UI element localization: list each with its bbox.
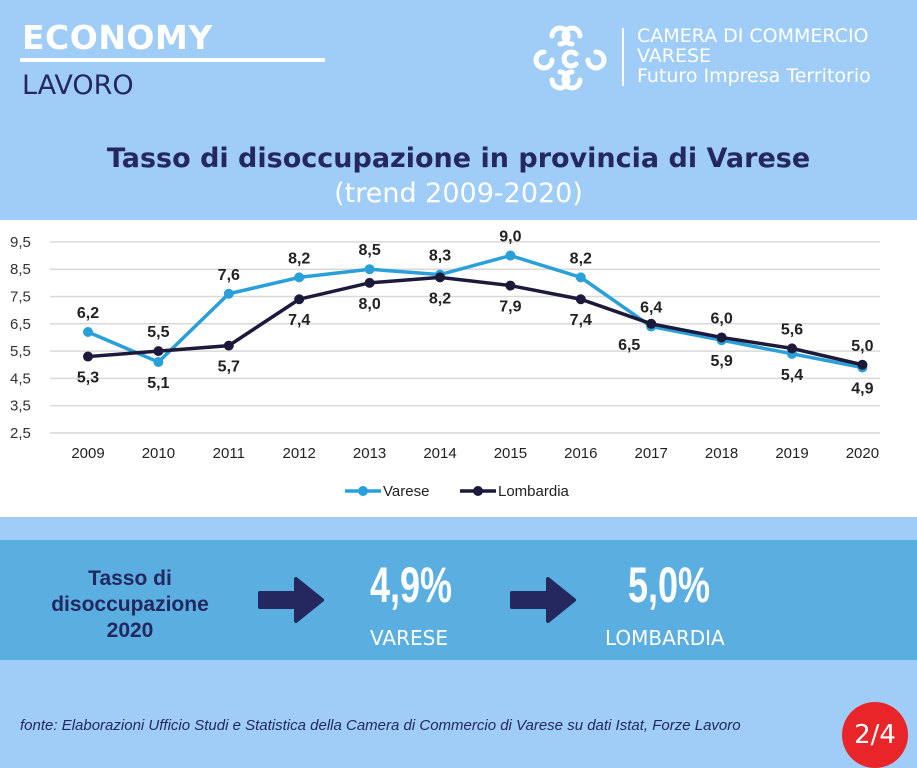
- organization-name: CAMERA DI COMMERCIO VARESE Futuro Impres…: [637, 26, 871, 86]
- org-tagline: Futuro Impresa Territorio: [637, 65, 871, 87]
- data-label: 8,5: [358, 242, 380, 259]
- x-tick-label: 2013: [353, 445, 386, 462]
- chart-subtitle: (trend 2009-2020): [334, 178, 583, 209]
- series-line-varese: [87, 253, 863, 370]
- x-tick-label: 2019: [775, 445, 808, 462]
- arrow-right-icon: [510, 577, 576, 623]
- arrow-right-icon: [258, 577, 324, 623]
- data-point: [716, 332, 727, 343]
- y-tick-label: 6,5: [10, 316, 31, 333]
- chamber-logo-icon: [533, 25, 607, 91]
- legend-marker: [358, 486, 368, 496]
- y-tick-label: 3,5: [10, 398, 31, 415]
- data-label: 9,0: [499, 229, 521, 246]
- data-point: [223, 288, 234, 299]
- org-line: CAMERA DI COMMERCIO: [637, 25, 869, 47]
- data-label: 7,9: [499, 299, 521, 316]
- data-point: [857, 359, 868, 370]
- data-point: [364, 264, 375, 275]
- data-label: 6,4: [640, 300, 662, 317]
- data-label: 5,4: [781, 367, 803, 384]
- page-indicator: 2/4: [842, 702, 908, 768]
- x-tick-label: 2018: [705, 445, 738, 462]
- subsection-title: LAVORO: [22, 70, 134, 101]
- data-label: 5,0: [851, 338, 873, 355]
- data-point: [435, 272, 445, 283]
- data-point: [787, 343, 797, 354]
- data-point: [364, 277, 375, 288]
- y-tick-label: 5,5: [10, 343, 31, 360]
- data-label: 6,0: [710, 310, 732, 327]
- varese-value: 4,9%: [370, 557, 453, 613]
- chart-area: 2,5 3,5 4,5 5,5 6,5 7,5 8,5 9,5 2009 2010 2011 2012…: [0, 220, 917, 517]
- data-label: 8,0: [358, 296, 380, 313]
- x-tick-label: 2014: [423, 445, 456, 462]
- data-point: [294, 294, 305, 305]
- summary-band: [0, 540, 917, 660]
- series-line-lombardia: [87, 275, 863, 367]
- section-title: ECONOMY: [22, 18, 213, 57]
- data-point: [575, 272, 586, 283]
- legend-label: Lombardia: [498, 483, 570, 500]
- y-tick-label: 9,5: [10, 234, 31, 251]
- data-label: 5,7: [218, 359, 240, 376]
- data-label: 6,5: [618, 337, 640, 354]
- data-label: 4,9: [851, 380, 873, 397]
- data-point: [294, 272, 305, 283]
- data-label: 8,2: [288, 250, 310, 267]
- org-line: VARESE: [637, 45, 712, 67]
- data-label: 7,4: [288, 312, 310, 329]
- data-label: 5,6: [781, 321, 803, 338]
- x-tick-label: 2012: [283, 445, 316, 462]
- data-point: [223, 340, 234, 351]
- legend-label: Varese: [383, 483, 429, 500]
- data-point: [83, 326, 93, 337]
- source-note: fonte: Elaborazioni Ufficio Studi e Stat…: [20, 717, 741, 734]
- data-label: 7,4: [570, 312, 592, 329]
- summary-label: Tasso di disoccupazione 2020: [51, 567, 209, 642]
- y-tick-label: 8,5: [10, 261, 31, 278]
- divider: [20, 58, 325, 62]
- data-label: 8,2: [429, 290, 451, 307]
- data-point: [575, 294, 586, 305]
- x-tick-label: 2016: [564, 445, 597, 462]
- line-chart: 2,5 3,5 4,5 5,5 6,5 7,5 8,5 9,5 2009 2010 2011 2012…: [10, 229, 880, 500]
- lombardia-value: 5,0%: [628, 557, 711, 613]
- logo-divider: [622, 28, 624, 86]
- y-tick-label: 7,5: [10, 289, 31, 306]
- data-label: 5,3: [77, 370, 99, 387]
- x-tick-label: 2020: [846, 445, 879, 462]
- lombardia-label: LOMBARDIA: [605, 626, 725, 650]
- x-tick-label: 2017: [635, 445, 668, 462]
- legend-marker: [473, 486, 483, 496]
- data-label: 6,2: [77, 305, 99, 322]
- data-point: [83, 351, 93, 362]
- varese-label: VARESE: [370, 626, 448, 650]
- y-tick-label: 4,5: [10, 370, 31, 387]
- data-label: 5,5: [147, 324, 169, 341]
- data-label: 8,3: [429, 248, 451, 265]
- chart-title: Tasso di disoccupazione in provincia di …: [106, 143, 811, 174]
- data-point: [505, 280, 516, 291]
- data-label: 8,2: [570, 250, 592, 267]
- data-point: [646, 318, 657, 329]
- y-tick-label: 2,5: [10, 425, 31, 442]
- data-label: 5,1: [147, 375, 169, 392]
- data-point: [153, 357, 164, 368]
- data-label: 5,9: [710, 353, 732, 370]
- x-tick-label: 2009: [71, 445, 104, 462]
- data-label: 7,6: [218, 267, 240, 284]
- x-tick-label: 2010: [142, 445, 175, 462]
- data-point: [153, 346, 164, 357]
- x-tick-label: 2011: [213, 445, 245, 462]
- x-tick-label: 2015: [494, 445, 527, 462]
- data-point: [505, 250, 516, 261]
